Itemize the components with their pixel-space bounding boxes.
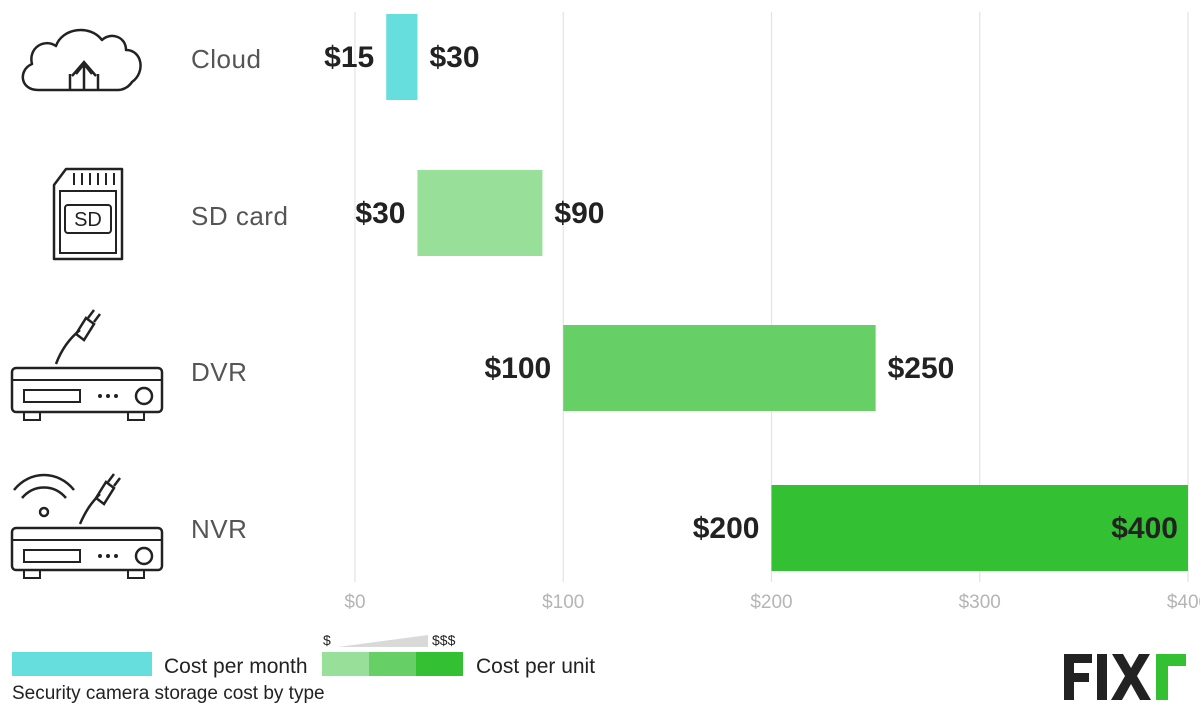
value-label-low: $100 xyxy=(485,352,552,385)
category-label-sd-card: SD card xyxy=(191,201,289,231)
legend-label-month: Cost per month xyxy=(164,655,308,678)
chart-caption: Security camera storage cost by type xyxy=(12,683,325,704)
sd-card-icon: SD xyxy=(52,167,124,261)
legend-scale-high: $$$ xyxy=(432,632,456,648)
range-bar xyxy=(386,14,418,100)
svg-text:SD: SD xyxy=(74,209,102,231)
x-tick-label: $200 xyxy=(750,592,792,613)
fixr-logo xyxy=(1064,654,1186,700)
cloud-upload-icon xyxy=(21,28,142,92)
value-label-high: $250 xyxy=(888,352,955,385)
range-bar xyxy=(771,485,1188,571)
legend-scale-low: $ xyxy=(323,632,331,648)
range-bar xyxy=(563,325,876,411)
legend-swatch-unit-low xyxy=(322,652,369,676)
legend-swatch-unit-mid xyxy=(369,652,416,676)
x-tick-label: $300 xyxy=(959,592,1001,613)
dvr-recorder-icon xyxy=(10,309,164,421)
legend-swatch-unit-high xyxy=(416,652,463,676)
range-bars xyxy=(386,14,1188,571)
x-tick-label: $400 xyxy=(1167,592,1200,613)
legend-label-unit: Cost per unit xyxy=(476,655,596,678)
x-tick-label: $0 xyxy=(344,592,365,613)
x-tick-labels: $0 $100 $200 $300 $400 xyxy=(344,592,1200,613)
category-label-nvr: NVR xyxy=(191,514,248,544)
legend-scale-wedge xyxy=(338,635,428,647)
value-label-low: $30 xyxy=(355,197,405,230)
category-label-dvr: DVR xyxy=(191,357,248,387)
value-label-high: $400 xyxy=(1111,512,1178,545)
x-tick-label: $100 xyxy=(542,592,584,613)
value-label-low: $200 xyxy=(693,512,760,545)
range-bar xyxy=(417,170,543,256)
category-label-cloud: Cloud xyxy=(191,44,262,74)
nvr-recorder-icon xyxy=(10,473,164,579)
value-label-high: $90 xyxy=(554,197,604,230)
value-label-low: $15 xyxy=(324,41,374,74)
legend-swatch-month xyxy=(12,652,152,676)
value-labels: $15 $30 $30 $90 $100 $250 $200 $400 xyxy=(324,41,1178,545)
value-label-high: $30 xyxy=(429,41,479,74)
